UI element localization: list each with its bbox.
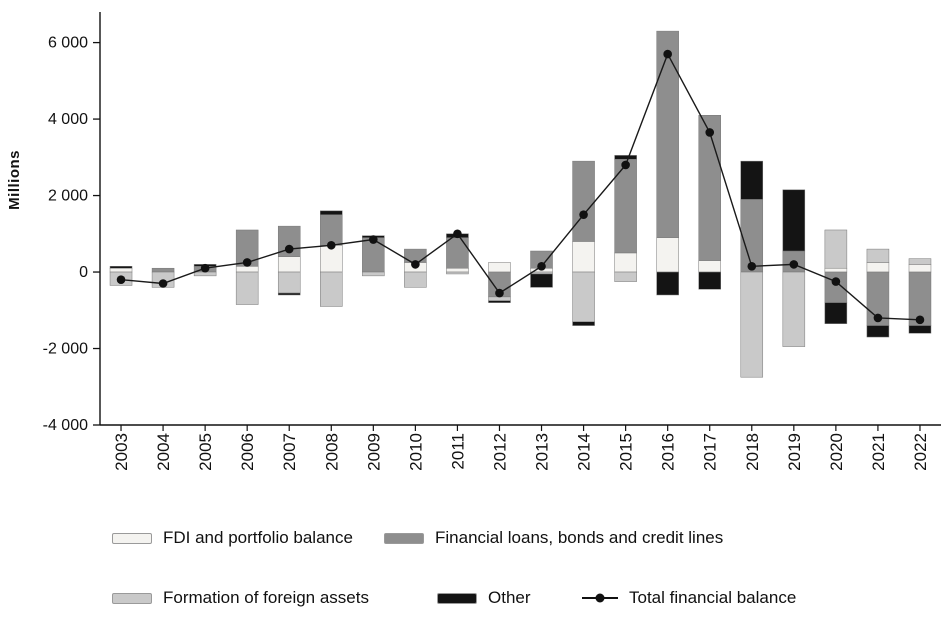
legend-label-fdi: FDI and portfolio balance <box>163 528 353 547</box>
svg-text:6 000: 6 000 <box>48 35 88 52</box>
legend-label-other: Other <box>488 588 531 607</box>
fdi-swatch-icon <box>112 532 152 544</box>
legend-item-loans: Financial loans, bonds and credit lines <box>384 528 723 548</box>
svg-text:2007: 2007 <box>280 433 299 471</box>
svg-text:2004: 2004 <box>154 433 173 471</box>
svg-text:2008: 2008 <box>322 433 341 471</box>
svg-text:2006: 2006 <box>238 433 257 471</box>
svg-text:2016: 2016 <box>659 433 678 471</box>
svg-text:2011: 2011 <box>448 433 467 470</box>
svg-text:2020: 2020 <box>827 433 846 471</box>
legend-label-loans: Financial loans, bonds and credit lines <box>435 528 724 547</box>
legend-row-1: FDI and portfolio balance Financial loan… <box>0 528 945 548</box>
svg-text:2012: 2012 <box>490 433 509 471</box>
legend-item-other: Other <box>437 588 582 608</box>
formation-swatch-icon <box>112 592 152 604</box>
y-axis-title: Millions <box>6 150 23 210</box>
svg-text:2009: 2009 <box>364 433 383 471</box>
total-line-marker-icon <box>582 593 618 603</box>
svg-text:2019: 2019 <box>785 433 804 471</box>
svg-text:0: 0 <box>79 264 88 281</box>
other-swatch-icon <box>437 592 477 604</box>
svg-text:2003: 2003 <box>112 433 131 471</box>
svg-text:4 000: 4 000 <box>48 111 88 128</box>
legend-label-total: Total financial balance <box>629 588 797 607</box>
svg-text:2018: 2018 <box>743 433 762 471</box>
svg-text:2014: 2014 <box>575 433 594 471</box>
loans-swatch-icon <box>384 532 424 544</box>
chart-area: Millions -4 000 -2 000 0 2 000 4 000 6 000 200… <box>6 12 941 471</box>
legend-item-total: Total financial balance <box>582 588 796 608</box>
svg-text:2017: 2017 <box>701 433 720 471</box>
svg-text:-4 000: -4 000 <box>43 417 88 434</box>
svg-text:2005: 2005 <box>196 433 215 471</box>
legend-row-2: Formation of foreign assets Other Total … <box>0 588 945 608</box>
svg-text:2021: 2021 <box>869 433 888 471</box>
legend-item-formation: Formation of foreign assets <box>112 588 437 608</box>
chart-canvas: -4 000 -2 000 0 2 000 4 000 6 000 2003 2004 2005… <box>43 12 941 471</box>
svg-text:2013: 2013 <box>533 433 552 471</box>
svg-text:2010: 2010 <box>406 433 425 471</box>
legend-item-fdi: FDI and portfolio balance <box>112 528 384 548</box>
svg-text:-2 000: -2 000 <box>43 341 88 358</box>
svg-text:2 000: 2 000 <box>48 188 88 205</box>
legend-label-formation: Formation of foreign assets <box>163 588 369 607</box>
svg-text:2022: 2022 <box>911 433 930 471</box>
svg-text:2015: 2015 <box>617 433 636 471</box>
